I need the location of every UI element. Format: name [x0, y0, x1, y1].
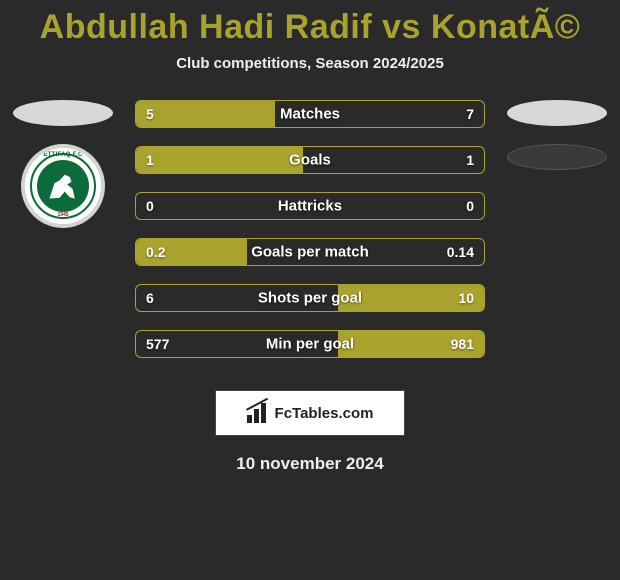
- stat-value-left: 0.2: [146, 244, 165, 260]
- comparison-bars: 57Matches11Goals00Hattricks0.20.14Goals …: [135, 100, 485, 358]
- stat-value-left: 577: [146, 336, 169, 352]
- subtitle: Club competitions, Season 2024/2025: [0, 55, 620, 72]
- stat-label: Hattricks: [136, 198, 484, 215]
- brand-logo: FcTables.com: [215, 390, 405, 436]
- stat-value-right: 7: [466, 106, 474, 122]
- stat-value-right: 10: [458, 290, 474, 306]
- club-badge-inner: [37, 160, 89, 212]
- title-left: Abdullah Hadi Radif: [40, 8, 373, 46]
- right-column: [502, 100, 612, 170]
- stat-bar: 0.20.14Goals per match: [135, 238, 485, 266]
- title-vs: vs: [382, 8, 421, 46]
- club-badge-bottom-text: 1945: [25, 212, 101, 218]
- stat-value-left: 6: [146, 290, 154, 306]
- stat-value-right: 0.14: [447, 244, 474, 260]
- stat-bar: 610Shots per goal: [135, 284, 485, 312]
- club-badge-top-text: ETTIFAQ F.C: [25, 152, 101, 158]
- club-badge-placeholder-right: [507, 144, 607, 170]
- comparison-content: ETTIFAQ F.C 1945 57Matches11Goals00Hattr…: [0, 100, 620, 360]
- stat-value-right: 0: [466, 198, 474, 214]
- stat-bar: 577981Min per goal: [135, 330, 485, 358]
- stat-bar: 11Goals: [135, 146, 485, 174]
- stat-bar: 0 0Hattricks: [135, 192, 485, 220]
- stat-value-left: 0: [146, 198, 154, 214]
- bar-chart-icon: [247, 403, 269, 423]
- player-photo-placeholder-left: [13, 100, 113, 126]
- club-badge-left: ETTIFAQ F.C 1945: [21, 144, 105, 228]
- stat-bar: 57Matches: [135, 100, 485, 128]
- title-right: KonatÃ©: [431, 8, 580, 46]
- bar-fill-left: [136, 147, 303, 173]
- bar-fill-left: [136, 101, 275, 127]
- player-photo-placeholder-right: [507, 100, 607, 126]
- date-label: 10 november 2024: [0, 454, 620, 474]
- stat-value-left: 1: [146, 152, 154, 168]
- left-column: ETTIFAQ F.C 1945: [8, 100, 118, 228]
- brand-text: FcTables.com: [275, 405, 374, 422]
- stat-value-right: 981: [451, 336, 474, 352]
- stat-value-right: 1: [466, 152, 474, 168]
- horse-icon: [46, 172, 80, 200]
- page-title: Abdullah Hadi Radif vs KonatÃ©: [0, 0, 620, 47]
- stat-value-left: 5: [146, 106, 154, 122]
